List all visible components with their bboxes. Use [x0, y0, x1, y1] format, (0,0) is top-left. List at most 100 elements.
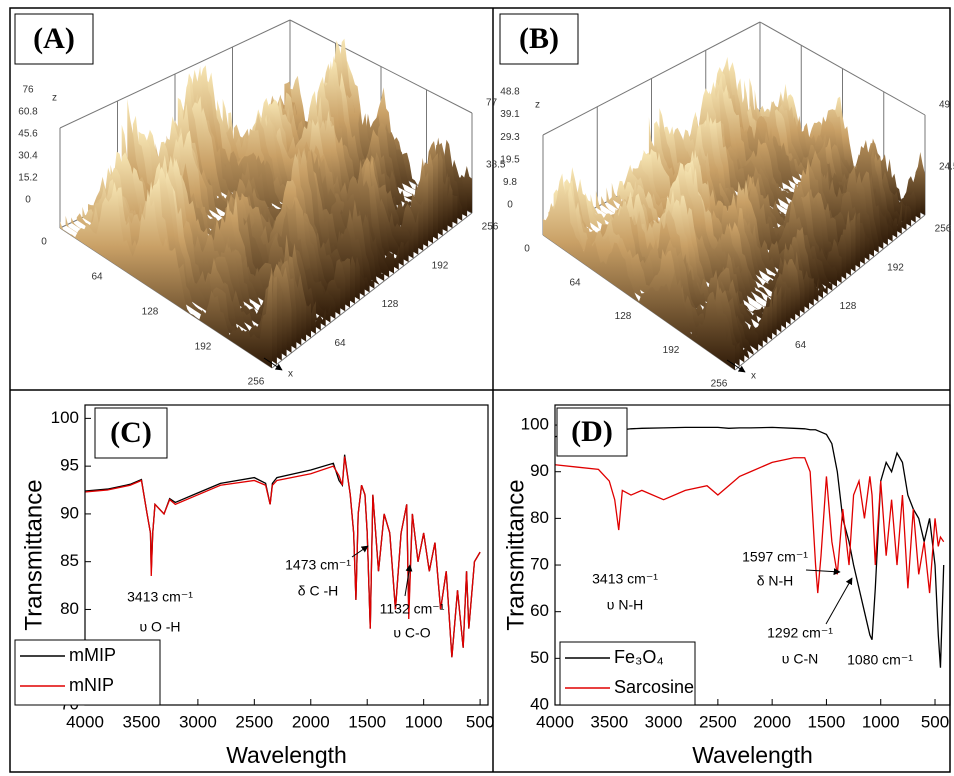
annotation-arrow [805, 568, 841, 576]
x-axis-label: x [288, 369, 293, 380]
annotation: υ C-O [393, 625, 430, 641]
y-tick-label: 50 [530, 648, 549, 667]
y-tick-label: 80 [530, 508, 549, 527]
annotation: 1080 cm⁻¹ [847, 652, 913, 668]
annotation: 3413 cm⁻¹ [592, 571, 658, 587]
x-tick-label: 0 [41, 237, 47, 248]
annotation: 3413 cm⁻¹ [127, 589, 193, 605]
spectrum-line [555, 426, 945, 668]
legend-label: mMIP [69, 645, 116, 665]
annotation: υ O -H [139, 619, 180, 635]
right-tick-label: 49 [939, 100, 951, 111]
annotation-arrow [825, 577, 853, 625]
legend-box [559, 641, 696, 706]
y-tick-label: 100 [521, 415, 549, 434]
panel-tag-box [556, 407, 628, 457]
x-tick-label: 192 [663, 345, 680, 356]
annotation-arrow [351, 545, 369, 558]
panel-tag: (D) [571, 415, 613, 448]
x-tick-label: 192 [195, 342, 212, 353]
z-tick-label: 76 [22, 85, 34, 96]
x-tick-label: 500 [921, 712, 949, 731]
y-tick-label: 128 [382, 299, 399, 310]
annotation: 1132 cm⁻¹ [380, 601, 445, 617]
y-tick-label: 192 [887, 262, 904, 273]
annotation: υ N-H [607, 597, 643, 613]
z-tick-label: 9.8 [503, 177, 517, 188]
annotation: 1292 cm⁻¹ [767, 625, 833, 641]
z-tick-label: 29.3 [500, 132, 520, 143]
legend-label: Sarcosine [614, 677, 694, 697]
x-tick-label: 4000 [66, 712, 104, 731]
afm-surface-row [60, 181, 272, 368]
annotation: δ N-H [757, 573, 794, 589]
y-tick-label: 256 [935, 224, 952, 235]
y-tick-label: 90 [530, 461, 549, 480]
afm-surface-row [648, 117, 828, 295]
x-tick-label: 1000 [862, 712, 900, 731]
z-tick-label: 60.8 [18, 107, 38, 118]
x-tick-label: 2500 [699, 712, 737, 731]
y-tick-label: 64 [334, 338, 346, 349]
y-axis-title: Transmittance [20, 479, 47, 630]
afm-surface-row [558, 177, 749, 359]
z-tick-label: 30.4 [18, 151, 38, 162]
x-tick-label: 3500 [590, 712, 628, 731]
panel-tag-box [94, 407, 168, 459]
annotation-arrow [404, 564, 413, 597]
afm-surface-row [543, 173, 735, 370]
x-tick-label: 128 [615, 311, 632, 322]
x-axis-label: x [751, 371, 756, 382]
panel-tag-box [499, 13, 579, 65]
afm-box-edge [734, 214, 926, 371]
afm-surface-row [553, 189, 745, 363]
z-axis-label: z [535, 100, 540, 111]
plot-frame [554, 404, 951, 706]
x-tick-label: 256 [711, 379, 728, 390]
right-tick-label: 24.5 [939, 162, 954, 173]
z-tick-label: 48.8 [500, 87, 520, 98]
right-tick-label: 38.5 [486, 160, 506, 171]
afm-surface-row [88, 162, 297, 350]
panel-tag: (C) [110, 416, 152, 449]
annotation: 1473 cm⁻¹ [285, 557, 351, 573]
y-tick-label: 192 [432, 260, 449, 271]
x-tick-label: 1500 [808, 712, 846, 731]
x-axis-title: Wavelength [692, 742, 813, 768]
x-tick-label: 500 [466, 712, 494, 731]
panel-tag: (A) [33, 22, 75, 55]
right-tick-label: 77 [486, 98, 498, 109]
y-tick-label: 80 [60, 599, 79, 618]
afm-box-edge [271, 212, 473, 369]
y-tick-label: 256 [482, 222, 499, 233]
x-tick-label: 128 [142, 307, 159, 318]
annotation: υ C-N [782, 651, 818, 667]
x-tick-label: 0 [524, 244, 530, 255]
z-tick-label: 19.5 [500, 154, 520, 165]
z-axis-label: z [52, 93, 57, 104]
afm-surface-row [548, 184, 740, 367]
plot-frame [84, 404, 489, 706]
afm-surface-row [93, 155, 302, 346]
y-tick-label: 60 [530, 601, 549, 620]
y-tick-label: 100 [51, 408, 79, 427]
z-tick-label: 0 [25, 195, 31, 206]
x-axis-arrow [263, 357, 283, 371]
afm-surface-row [76, 170, 287, 357]
x-axis-title: Wavelength [226, 742, 347, 768]
legend-box [14, 639, 161, 706]
z-tick-label: 15.2 [18, 173, 38, 184]
panel-tag: (B) [519, 22, 559, 55]
y-tick-label: 85 [60, 551, 79, 570]
x-tick-label: 64 [91, 272, 103, 283]
annotation: 1597 cm⁻¹ [742, 549, 808, 565]
x-tick-label: 64 [569, 277, 581, 288]
afm-surface [543, 56, 925, 370]
legend-label: Fe₃O₄ [614, 647, 664, 667]
x-tick-label: 256 [248, 377, 265, 388]
x-tick-label: 3000 [179, 712, 217, 731]
annotation: δ C -H [298, 583, 338, 599]
x-tick-label: 4000 [536, 712, 574, 731]
